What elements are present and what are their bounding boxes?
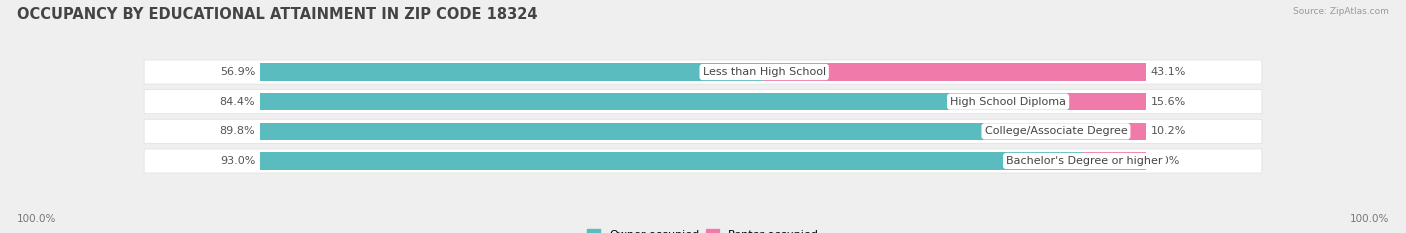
FancyBboxPatch shape [145,149,1261,173]
Text: 15.6%: 15.6% [1152,97,1187,107]
Text: Less than High School: Less than High School [703,67,825,77]
Bar [1056,123,1146,140]
Text: Bachelor's Degree or higher: Bachelor's Degree or higher [1007,156,1163,166]
Text: College/Associate Degree: College/Associate Degree [984,126,1128,136]
Text: OCCUPANCY BY EDUCATIONAL ATTAINMENT IN ZIP CODE 18324: OCCUPANCY BY EDUCATIONAL ATTAINMENT IN Z… [17,7,537,22]
Text: 10.2%: 10.2% [1152,126,1187,136]
Bar [260,152,1084,170]
Text: 84.4%: 84.4% [219,97,254,107]
FancyBboxPatch shape [145,60,1261,84]
Bar [1084,152,1146,170]
Text: 100.0%: 100.0% [1350,214,1389,224]
Bar [260,63,765,81]
Bar [1008,93,1146,110]
FancyBboxPatch shape [145,119,1261,143]
Text: 93.0%: 93.0% [219,156,254,166]
Text: High School Diploma: High School Diploma [950,97,1066,107]
Text: 7.0%: 7.0% [1152,156,1180,166]
Text: 43.1%: 43.1% [1152,67,1187,77]
Text: 56.9%: 56.9% [219,67,254,77]
Bar [260,93,1008,110]
Legend: Owner-occupied, Renter-occupied: Owner-occupied, Renter-occupied [582,225,824,233]
FancyBboxPatch shape [145,90,1261,114]
Text: Source: ZipAtlas.com: Source: ZipAtlas.com [1294,7,1389,16]
Text: 89.8%: 89.8% [219,126,254,136]
Text: 100.0%: 100.0% [17,214,56,224]
Bar [260,123,1056,140]
Bar [765,63,1146,81]
